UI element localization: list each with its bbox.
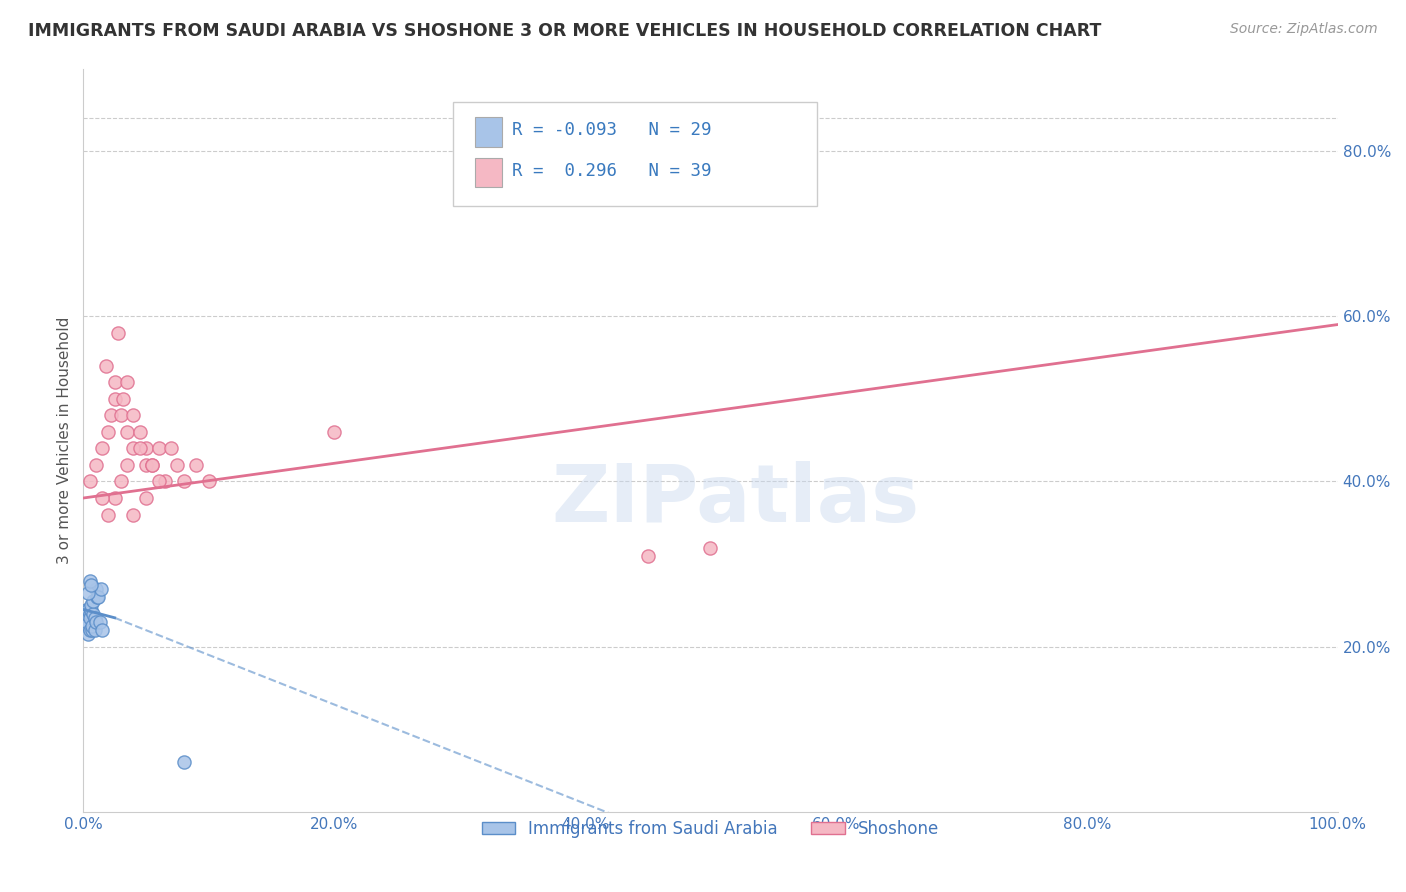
FancyBboxPatch shape (475, 158, 502, 187)
Point (173, 756, 195, 770)
Point (75, 602, 97, 616)
Point (122, 442, 145, 456)
Point (76, 607, 98, 621)
Point (79, 623, 101, 637)
Point (122, 409, 145, 423)
Point (166, 458, 188, 472)
Point (80, 602, 103, 616)
Point (122, 508, 145, 522)
Point (84, 458, 107, 472)
Point (115, 425, 138, 439)
Point (77, 586, 100, 600)
Point (79, 574, 101, 588)
Point (89, 615, 111, 629)
Point (80, 619, 103, 633)
Point (135, 458, 157, 472)
Point (637, 549, 659, 563)
Point (82, 594, 104, 608)
Point (110, 475, 132, 489)
Point (82, 607, 104, 621)
Point (110, 409, 132, 423)
Point (104, 491, 127, 505)
Point (79, 475, 101, 489)
Point (91, 491, 114, 505)
Text: Source: ZipAtlas.com: Source: ZipAtlas.com (1230, 22, 1378, 37)
Point (141, 458, 163, 472)
Point (97, 508, 120, 522)
Point (80, 599, 103, 613)
FancyBboxPatch shape (475, 117, 502, 146)
Point (115, 376, 138, 390)
Point (100, 409, 122, 423)
Point (112, 392, 135, 406)
Point (76, 615, 98, 629)
Point (153, 475, 176, 489)
Point (86, 590, 108, 604)
Point (173, 475, 195, 489)
Point (160, 442, 183, 456)
Point (83, 623, 105, 637)
Text: IMMIGRANTS FROM SAUDI ARABIA VS SHOSHONE 3 OR MORE VEHICLES IN HOUSEHOLD CORRELA: IMMIGRANTS FROM SAUDI ARABIA VS SHOSHONE… (28, 22, 1101, 40)
Point (80, 578, 103, 592)
Point (90, 582, 112, 596)
Point (80, 623, 103, 637)
Point (107, 326, 129, 340)
Point (135, 442, 157, 456)
Point (87, 590, 110, 604)
Point (115, 458, 138, 472)
Text: R = -0.093   N = 29: R = -0.093 N = 29 (512, 121, 711, 139)
Point (323, 425, 346, 439)
FancyBboxPatch shape (453, 102, 817, 206)
Point (79, 607, 101, 621)
Point (97, 425, 120, 439)
Point (84, 582, 107, 596)
Text: R =  0.296   N = 39: R = 0.296 N = 39 (512, 162, 711, 180)
Point (148, 475, 170, 489)
Point (91, 623, 114, 637)
Point (75, 619, 97, 633)
Point (104, 392, 127, 406)
Legend: Immigrants from Saudi Arabia, Shoshone: Immigrants from Saudi Arabia, Shoshone (475, 814, 946, 845)
Y-axis label: 3 or more Vehicles in Household: 3 or more Vehicles in Household (58, 317, 72, 564)
Point (135, 491, 157, 505)
Point (84, 615, 107, 629)
Point (699, 541, 721, 555)
Point (94, 359, 117, 373)
Point (128, 425, 150, 439)
Point (128, 442, 150, 456)
Point (186, 458, 208, 472)
Point (104, 376, 127, 390)
Point (141, 458, 163, 472)
Point (77, 627, 100, 641)
Point (73, 607, 96, 621)
Point (91, 442, 114, 456)
Point (83, 611, 105, 625)
Point (148, 442, 170, 456)
Text: ZIPatlas: ZIPatlas (551, 460, 920, 539)
Point (79, 611, 101, 625)
Point (197, 475, 219, 489)
Point (77, 602, 100, 616)
